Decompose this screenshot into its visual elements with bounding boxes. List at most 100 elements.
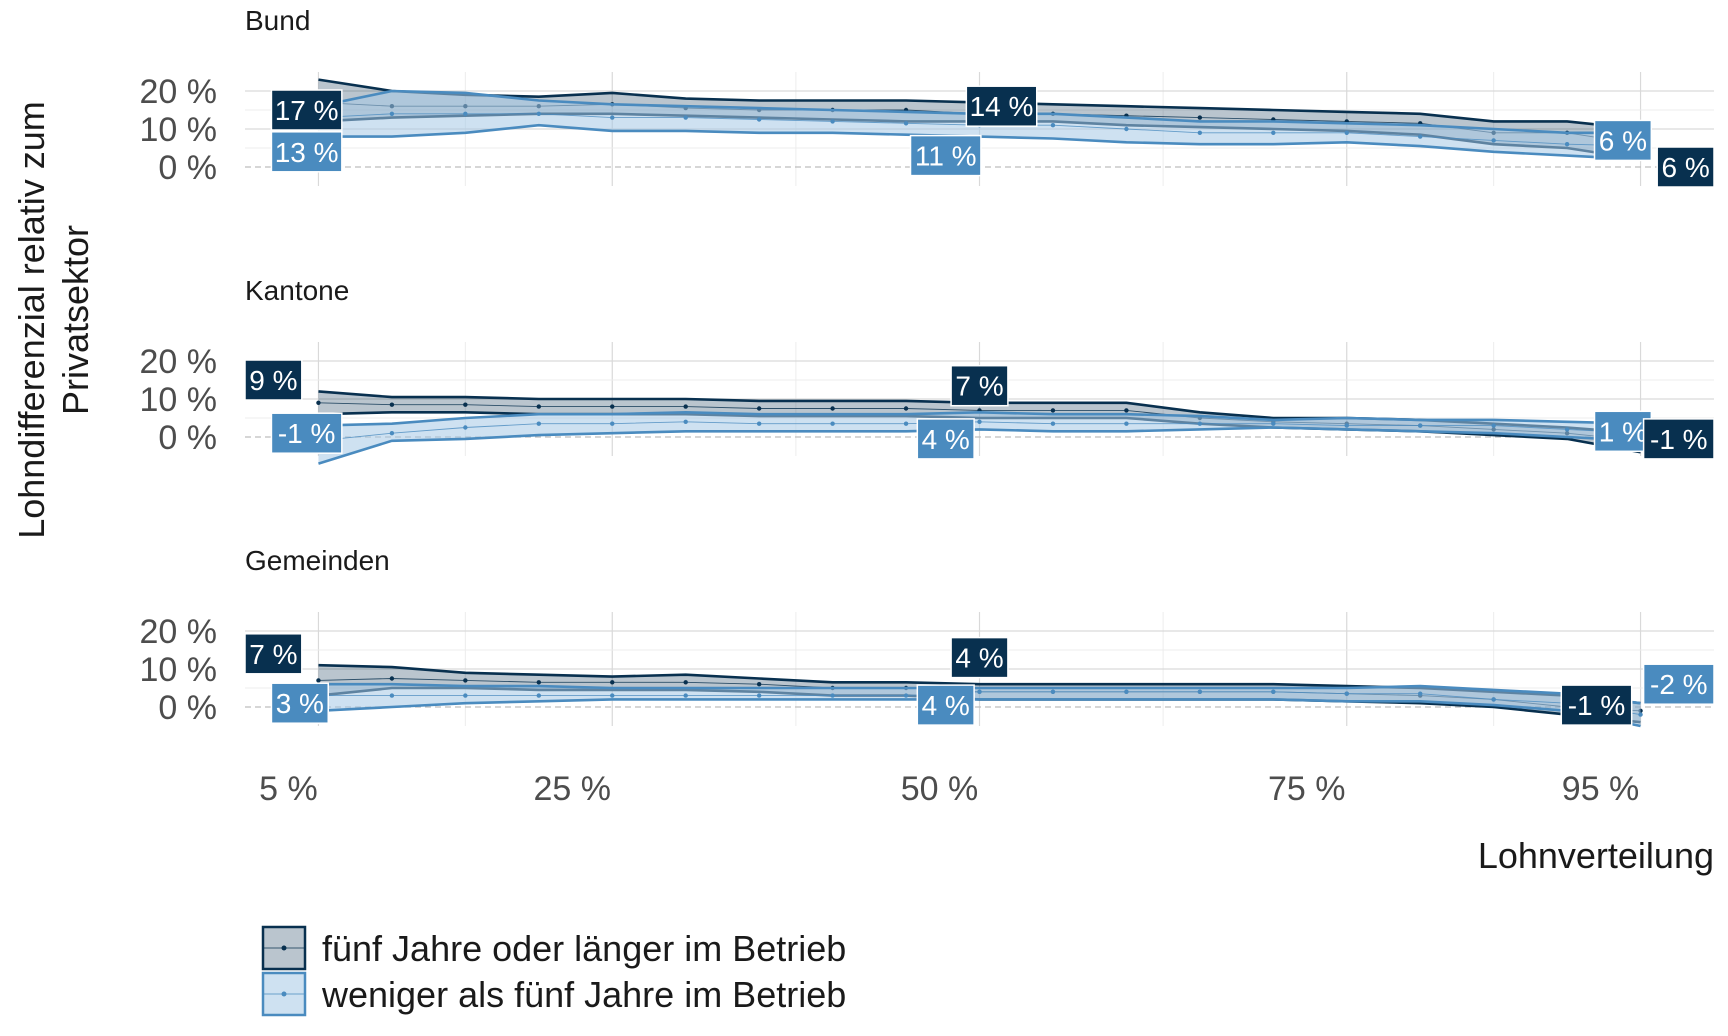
data-point-short: [903, 421, 909, 426]
data-label: 6 %: [1656, 146, 1715, 188]
x-tick-label: 50 %: [901, 770, 979, 808]
data-point-long: [316, 400, 321, 405]
y-tick-label: 0 %: [158, 419, 217, 457]
data-label: -2 %: [1642, 663, 1715, 705]
data-point-long: [389, 676, 395, 681]
data-point-short: [903, 121, 909, 126]
data-point-short: [1124, 421, 1129, 426]
data-point-short: [1271, 421, 1276, 426]
y-tick-label: 10 %: [140, 111, 218, 149]
ribbon-short: [318, 684, 1641, 726]
y-tick-label: 10 %: [140, 381, 218, 419]
data-point-short: [536, 693, 541, 698]
data-label-text: 11 %: [915, 141, 977, 172]
data-label-box: [244, 633, 303, 675]
legend-label: fünf Jahre oder länger im Betrieb: [322, 928, 846, 969]
data-point-short: [1197, 130, 1203, 135]
data-label-box: [916, 684, 975, 726]
data-point-short: [1271, 689, 1276, 694]
data-point-short: [1050, 421, 1056, 426]
data-point-short: [830, 421, 835, 426]
data-point-long: [903, 406, 909, 411]
data-point-short: [389, 111, 395, 117]
data-label: -1 %: [270, 412, 343, 454]
data-point-long: [463, 402, 468, 407]
data-point-short: [1197, 421, 1203, 426]
data-point-long: [610, 680, 615, 685]
data-label: 3 %: [270, 682, 329, 724]
data-label-text: 1 %: [1599, 416, 1647, 447]
data-label: 4 %: [950, 636, 1009, 679]
ribbon-edge-lower-short: [318, 698, 1641, 728]
data-point-long: [756, 406, 762, 411]
legend-item-short: weniger als fünf Jahre im Betrieb: [261, 971, 846, 1017]
data-point-short: [1344, 130, 1349, 135]
data-point-long: [316, 678, 321, 683]
data-point-long: [463, 678, 468, 683]
data-label: 14 %: [965, 85, 1038, 127]
y-tick-label: 0 %: [158, 689, 217, 727]
data-label-box: [1642, 418, 1715, 460]
data-point-short: [683, 115, 688, 120]
data-point-short: [903, 693, 909, 698]
x-axis-ticks: 5 % 25 % 50 % 75 % 95 %: [259, 770, 1639, 808]
data-label-text: 7 %: [249, 639, 297, 670]
y-axis-title-line-2: Privatsektor: [55, 225, 96, 415]
panel-title: Gemeinden: [245, 545, 390, 576]
data-label-box: [1656, 146, 1715, 188]
data-label-text: 4 %: [955, 643, 1003, 674]
data-point-long: [536, 680, 541, 685]
data-point-short: [1050, 123, 1056, 128]
data-label-text: -1 %: [1650, 424, 1708, 455]
data-point-short: [1050, 689, 1056, 694]
data-point-long: [1124, 408, 1129, 413]
data-point-short: [830, 119, 835, 124]
data-label-box: [270, 89, 343, 131]
data-label-text: 13 %: [275, 137, 339, 168]
data-point-short: [977, 689, 982, 694]
data-point-short: [1271, 130, 1276, 135]
y-tick-label: 0 %: [158, 149, 217, 187]
data-point-short: [1564, 427, 1570, 432]
data-label: 9 %: [244, 359, 303, 401]
data-label-box: [1560, 684, 1633, 726]
data-label-text: 14 %: [970, 91, 1034, 122]
data-label: 17 %: [270, 89, 343, 131]
ribbon-edge-upper-short: [318, 682, 1641, 705]
data-point-short: [463, 693, 468, 698]
data-label-text: -1 %: [1568, 690, 1626, 721]
data-point-short: [1124, 689, 1129, 694]
data-label: 4 %: [916, 684, 975, 726]
data-point-short: [830, 693, 835, 698]
data-label-box: [950, 364, 1009, 407]
data-label: -1 %: [1560, 684, 1633, 726]
data-label-text: -2 %: [1650, 669, 1708, 700]
data-point-short: [683, 419, 688, 424]
data-label-text: 9 %: [249, 365, 297, 396]
data-point-short: [536, 111, 541, 117]
data-point-short: [463, 425, 468, 430]
panel-title: Kantone: [245, 275, 349, 306]
data-point-short: [756, 421, 762, 426]
data-label-box: [965, 85, 1038, 127]
data-point-short: [610, 693, 615, 698]
panel-gemeinden: 0 %10 %20 % Gemeinden 7 % 3 % 4 % 4 % -1 % -2 %: [140, 545, 1715, 728]
data-label-text: 6 %: [1599, 125, 1647, 156]
y-axis-title-line-1: Lohndifferenzial relativ zum: [11, 101, 52, 539]
data-label: 1 %: [1593, 410, 1653, 453]
data-label-text: 17 %: [275, 95, 339, 126]
data-label: -1 %: [1642, 418, 1715, 460]
data-label-text: 4 %: [922, 690, 970, 721]
data-point-long: [683, 404, 688, 409]
data-label: 4 %: [916, 418, 975, 460]
data-label: 11 %: [909, 134, 982, 177]
panel-bund: 0 %10 %20 % Bund 17 % 13 % 14 % 11 % 6 % 6 %: [140, 5, 1715, 188]
data-point-short: [536, 421, 541, 426]
data-point-short: [683, 693, 688, 698]
data-label-text: 7 %: [955, 371, 1003, 402]
data-point-short: [1418, 134, 1423, 139]
x-axis-title: Lohnverteilung: [1478, 835, 1714, 876]
